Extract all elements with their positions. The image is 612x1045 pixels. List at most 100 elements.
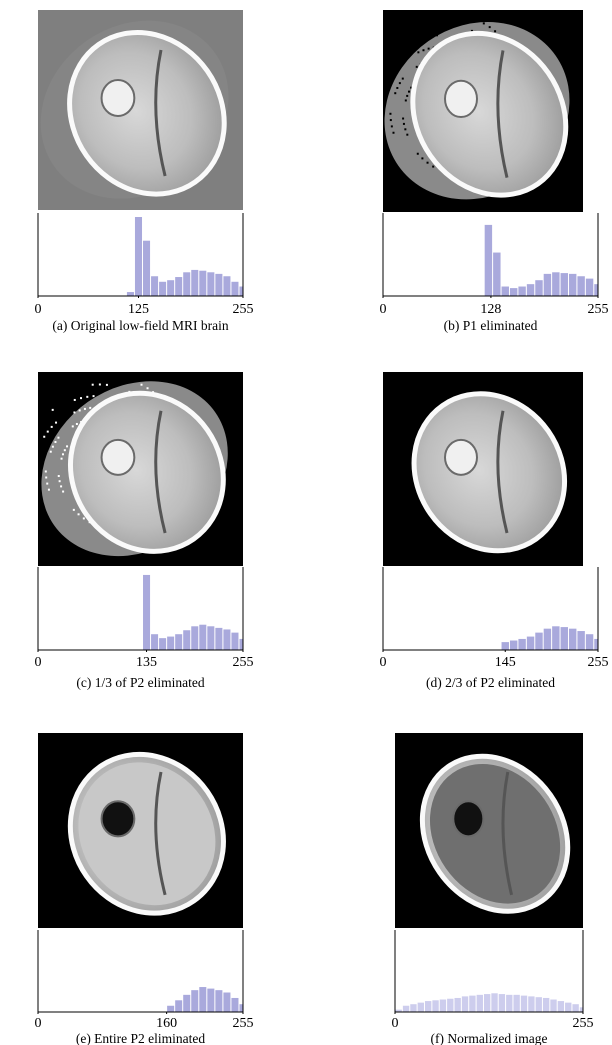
speckle — [398, 82, 401, 85]
speckle — [45, 476, 48, 479]
histogram-bar — [565, 1002, 572, 1012]
histogram-bar — [126, 292, 134, 296]
histogram-bar — [167, 1005, 175, 1012]
histogram-bar — [231, 997, 239, 1012]
speckle — [46, 482, 49, 485]
histogram: 0 125 255 — [35, 213, 254, 317]
speckle — [73, 411, 76, 414]
x-tick-label: 0 — [35, 1016, 42, 1031]
speckle — [51, 445, 54, 448]
speckle — [442, 22, 445, 25]
histogram-bar — [572, 1004, 579, 1012]
histogram-bar — [231, 632, 239, 650]
histogram-bar — [594, 638, 598, 650]
speckle — [98, 383, 101, 386]
speckle — [404, 128, 407, 131]
speckle — [423, 36, 426, 39]
histogram-bar — [498, 994, 506, 1012]
caption: (d) 2/3 of P2 eliminated — [426, 675, 555, 690]
speckle — [72, 508, 75, 511]
histogram-bar — [151, 276, 159, 296]
histogram-bar — [199, 270, 207, 296]
speckle — [60, 457, 63, 460]
speckle — [73, 398, 76, 401]
speckle — [77, 513, 80, 516]
speckle — [57, 436, 60, 439]
tissue — [78, 762, 216, 906]
x-tick-label: 0 — [380, 655, 387, 670]
histogram-bar — [239, 1004, 243, 1012]
histogram-bar — [215, 273, 223, 296]
x-tick-label: 0 — [35, 655, 42, 670]
speckle — [482, 22, 485, 25]
histogram-bar — [552, 272, 560, 296]
histogram-bar — [560, 273, 568, 296]
histogram-bar — [402, 1005, 410, 1012]
histogram-bar — [579, 1007, 583, 1012]
histogram-bar — [483, 994, 491, 1012]
speckle — [61, 453, 64, 456]
speckle — [140, 383, 143, 386]
histogram-bar — [417, 1002, 424, 1012]
speckle — [404, 99, 407, 102]
speckle — [488, 26, 491, 29]
speckle — [401, 77, 404, 80]
histogram-bar — [577, 276, 585, 296]
speckle — [417, 38, 420, 41]
histogram-bar — [461, 996, 469, 1012]
histogram-bar — [560, 627, 568, 650]
histogram-bar — [476, 994, 483, 1012]
speckle — [75, 422, 78, 425]
speckle — [43, 435, 46, 438]
histogram-bar — [207, 272, 215, 296]
histogram-bar — [143, 240, 151, 296]
speckle — [427, 47, 430, 50]
x-tick-label: 255 — [573, 1016, 594, 1031]
speckle — [58, 480, 61, 483]
histogram-bar — [577, 631, 585, 650]
fissure — [154, 49, 167, 177]
speckle — [78, 409, 81, 412]
x-tick-label: 0 — [35, 302, 42, 317]
histogram-bar — [543, 273, 552, 296]
histogram-bar — [432, 1000, 439, 1012]
histogram-bar — [542, 997, 550, 1012]
histogram-bar — [395, 1009, 402, 1012]
skull-ring — [67, 390, 226, 554]
mri-content — [38, 10, 243, 210]
speckle — [46, 430, 49, 433]
speckle — [54, 441, 57, 444]
skull-ring — [410, 30, 569, 198]
lesion — [444, 438, 478, 476]
histogram-bar — [454, 997, 461, 1012]
mri-image — [383, 372, 583, 566]
speckle — [389, 112, 392, 115]
histogram-bar — [231, 281, 239, 296]
mri-content — [383, 372, 583, 566]
histogram-bar — [159, 638, 167, 650]
speckle — [387, 76, 390, 79]
speckle — [416, 152, 419, 155]
mri-image — [38, 372, 243, 566]
speckle — [55, 421, 58, 424]
speckle — [57, 475, 60, 478]
histogram-bar — [151, 634, 159, 650]
caption: (b) P1 eliminated — [444, 318, 538, 333]
histogram-bar — [513, 994, 520, 1012]
histogram-bar — [526, 636, 535, 650]
speckle — [396, 48, 399, 51]
caption: (f) Normalized image — [431, 1031, 548, 1045]
histogram-bar — [410, 1004, 417, 1012]
x-tick-label: 160 — [156, 1016, 177, 1031]
speckle — [395, 66, 398, 69]
x-tick-label: 255 — [233, 302, 254, 317]
speckle — [49, 450, 52, 453]
histogram-bar — [568, 628, 577, 650]
mri-image — [395, 733, 583, 928]
speckle — [399, 61, 402, 64]
histogram-bar — [493, 252, 501, 296]
histogram-bar — [506, 994, 513, 1012]
speckle — [402, 117, 405, 120]
speckle — [429, 35, 432, 38]
x-tick-label: 125 — [128, 302, 149, 317]
